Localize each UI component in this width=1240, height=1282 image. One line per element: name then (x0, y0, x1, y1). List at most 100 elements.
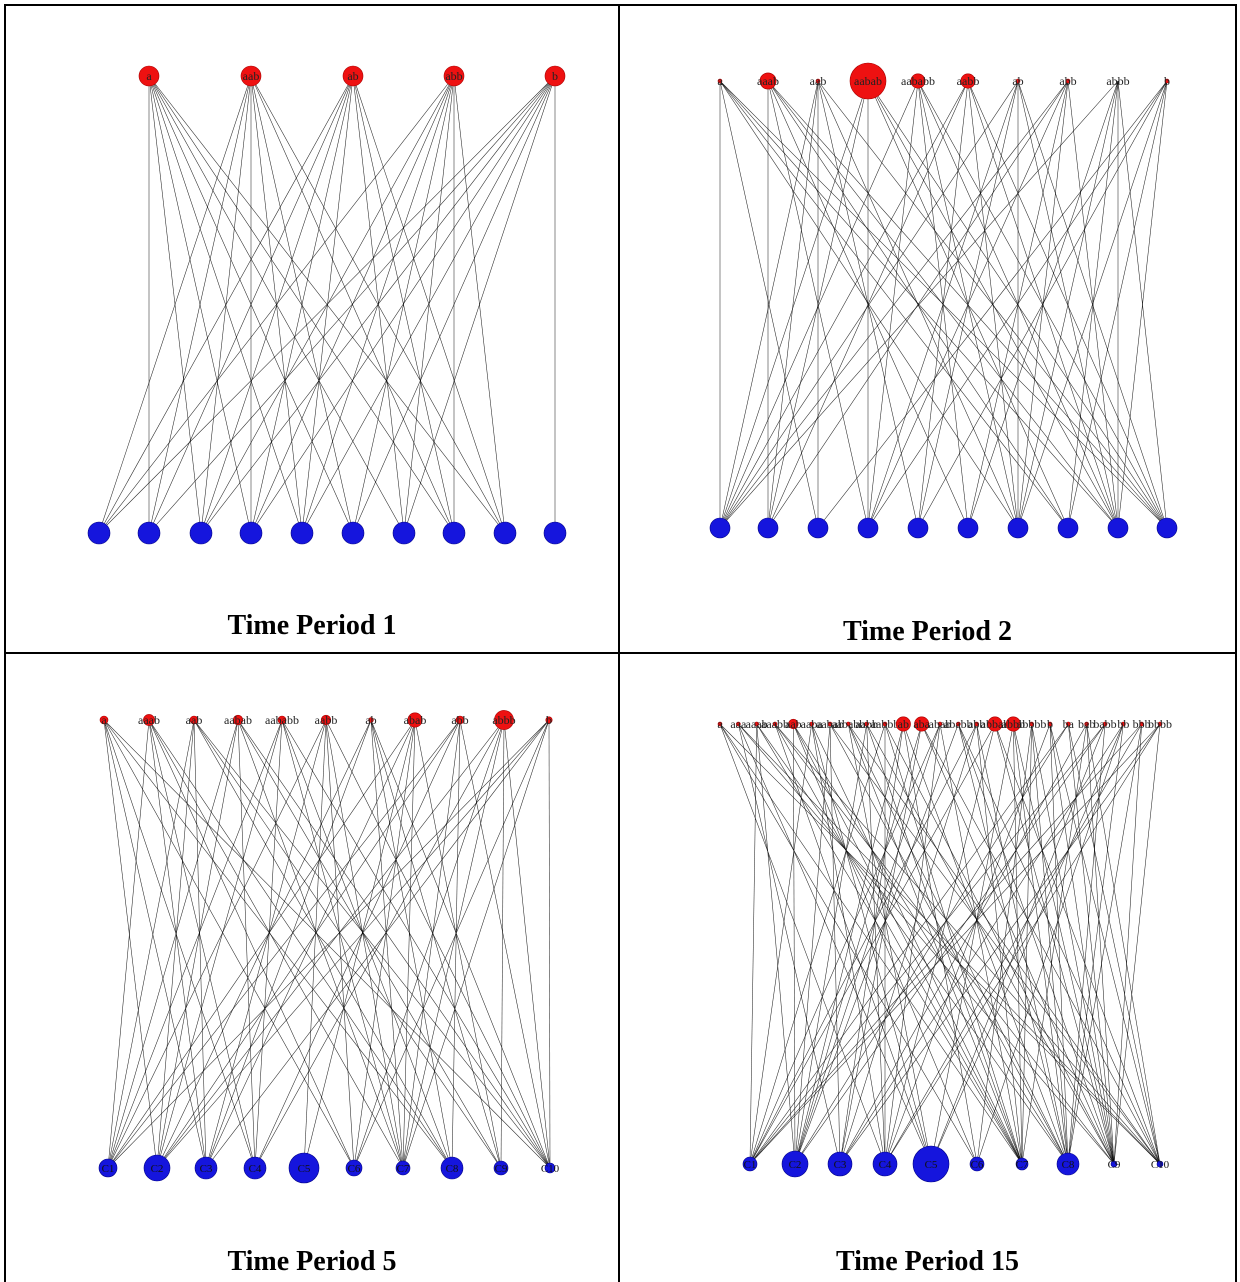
top-node-circle (1102, 721, 1108, 727)
top-node: aabab (816, 717, 844, 731)
panel-period-2: a aaab aab aabab aababb aabb ab abb abbb b Time P… (620, 6, 1235, 652)
top-node-circle (1066, 721, 1071, 727)
top-node-label: abb (1059, 74, 1076, 88)
edge (867, 80, 1069, 529)
table-border-middle-horizontal (4, 652, 1237, 654)
top-node: aaabb (761, 717, 789, 731)
top-node: aababb (265, 713, 299, 727)
bottom-node: C1 (98, 1158, 118, 1178)
edge (1113, 723, 1142, 1165)
top-node: a (717, 717, 723, 731)
top-node-label: aababb (831, 717, 865, 731)
top-node: aababb (831, 717, 865, 731)
top-node: aab (810, 74, 827, 88)
edge (103, 719, 453, 1169)
bottom-node (757, 517, 779, 539)
edge (353, 719, 550, 1169)
edge (148, 75, 455, 534)
edge (817, 80, 1168, 529)
top-node: abb (1059, 74, 1076, 88)
edge (156, 719, 283, 1169)
edge (1117, 80, 1168, 529)
bottom-node-circle (807, 517, 829, 539)
bottom-node-circle (345, 1159, 363, 1177)
bottom-node: C9 (493, 1160, 509, 1176)
top-node: ab (365, 713, 376, 727)
edge (250, 75, 354, 534)
panel-caption: Time Period 1 (227, 610, 397, 641)
bottom-node-circle (957, 517, 979, 539)
edge (352, 75, 455, 534)
bottom-node-circle (442, 521, 466, 545)
top-node: abab (404, 712, 426, 728)
edge (829, 723, 1161, 1165)
top-node-label: ab (898, 717, 909, 731)
top-node-circle (846, 721, 851, 727)
bottom-node (87, 521, 111, 545)
edge (719, 80, 1069, 529)
top-node: ab (342, 65, 364, 87)
edge (325, 719, 404, 1169)
edge (548, 719, 551, 1169)
edge (903, 723, 1069, 1165)
edge (1049, 723, 1115, 1165)
top-node-circle (455, 715, 465, 725)
top-node: abb (968, 717, 985, 731)
table-border-middle-vertical (618, 4, 620, 1282)
edge (1113, 723, 1161, 1165)
edge (107, 719, 416, 1169)
edge (103, 719, 551, 1169)
top-node-label: a (717, 717, 723, 731)
bottom-node-circle (395, 1160, 411, 1176)
top-node: abbb (1106, 74, 1129, 88)
top-node-circle (1121, 721, 1126, 727)
edge (749, 723, 886, 1165)
top-node-label: abbb (1002, 717, 1025, 731)
top-node: ab (895, 716, 911, 732)
edge (98, 75, 252, 534)
edge (1067, 723, 1124, 1165)
bottom-node: C3 (194, 1156, 218, 1180)
edge (994, 723, 1161, 1165)
top-node-label: aaa (730, 717, 747, 731)
network-graph: a aaab aab aabab aababb aabb ab abab abb abbb bC1 C… (98, 710, 560, 1184)
top-node: aabb (957, 73, 979, 89)
bottom-node-label: C5 (298, 1163, 311, 1175)
top-node: babb (1093, 717, 1116, 731)
edge (719, 723, 1023, 1165)
edge (829, 723, 841, 1165)
edge (967, 80, 1019, 529)
edge (281, 719, 551, 1169)
top-node: abbb (492, 710, 516, 730)
edge (370, 719, 453, 1169)
top-node: ababb (944, 717, 973, 731)
edge (767, 80, 869, 529)
top-node-circle (1065, 78, 1071, 84)
edge (148, 719, 404, 1169)
top-node-circle (143, 714, 155, 726)
top-node-label: bab (1078, 717, 1095, 731)
bottom-node-circle (189, 521, 213, 545)
bottom-node-circle (757, 517, 779, 539)
bottom-node-label: C2 (789, 1159, 802, 1171)
edge (156, 719, 550, 1169)
edges (98, 75, 556, 534)
table-border-right (1235, 4, 1237, 1282)
edge (867, 80, 919, 529)
bottom-node-circle (872, 1151, 898, 1177)
top-node: b (544, 65, 566, 87)
top-node: a (99, 713, 109, 727)
top-node: aabb (855, 717, 878, 731)
top-node-circle (277, 715, 287, 725)
edge (738, 723, 932, 1165)
edge (325, 719, 551, 1169)
edge (193, 719, 453, 1169)
top-node: abbab (981, 716, 1009, 732)
top-node-circle (987, 716, 1003, 732)
edge (352, 75, 405, 534)
edge (254, 719, 505, 1169)
top-node-label: ab (365, 713, 376, 727)
edge (719, 80, 919, 529)
edge (403, 75, 556, 534)
